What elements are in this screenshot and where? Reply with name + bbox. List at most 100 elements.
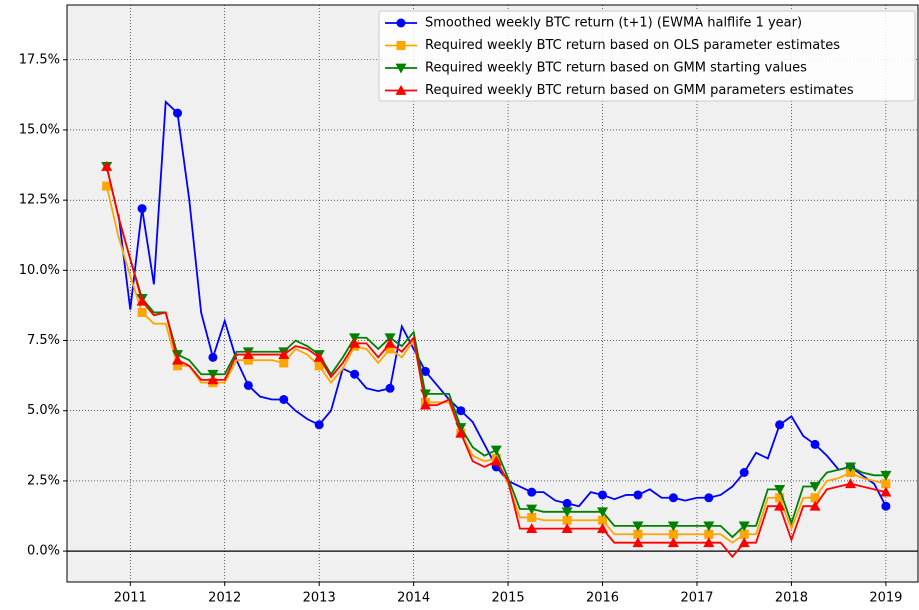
marker: [632, 537, 644, 548]
marker: [774, 484, 786, 495]
marker: [809, 500, 821, 511]
y-tick-label: 10.0%: [19, 263, 60, 278]
marker: [597, 507, 609, 518]
marker: [349, 337, 361, 348]
marker: [137, 204, 147, 214]
marker: [490, 455, 502, 466]
marker: [527, 487, 537, 497]
marker: [527, 512, 537, 522]
marker: [385, 383, 395, 393]
y-tick-label: 2.5%: [27, 473, 60, 488]
marker: [101, 160, 113, 171]
y-tick-label: 12.5%: [19, 193, 60, 208]
legend-box: [378, 10, 916, 102]
marker: [102, 181, 112, 191]
marker: [385, 344, 395, 354]
marker: [738, 537, 750, 548]
y-tick-label: 7.5%: [27, 333, 60, 348]
marker: [207, 374, 219, 385]
marker: [880, 470, 892, 481]
marker: [598, 515, 608, 525]
marker: [810, 493, 820, 503]
marker: [667, 521, 679, 532]
x-tick-label: 2015: [492, 591, 525, 606]
marker: [668, 529, 678, 539]
marker: [314, 420, 324, 430]
marker: [668, 493, 678, 503]
marker: [809, 482, 821, 493]
marker: [738, 521, 750, 532]
marker: [845, 467, 855, 477]
marker: [419, 399, 431, 410]
marker: [633, 529, 643, 539]
marker: [420, 366, 430, 376]
legend-marker: [396, 18, 406, 28]
marker: [704, 493, 714, 503]
marker: [243, 355, 253, 365]
marker: [810, 439, 820, 449]
marker: [456, 406, 466, 416]
marker: [313, 351, 325, 362]
legend-marker: [395, 85, 407, 95]
marker: [703, 537, 715, 548]
marker: [881, 501, 891, 511]
marker: [314, 361, 324, 371]
legend-label: Smoothed weekly BTC return (t+1) (EWMA h…: [425, 16, 802, 31]
marker: [739, 467, 749, 477]
marker: [242, 349, 254, 359]
series-line: [117, 99, 887, 508]
marker: [775, 493, 785, 503]
marker: [703, 521, 715, 532]
x-tick-label: 2017: [680, 591, 713, 606]
y-tick-label: 0.0%: [27, 544, 60, 559]
marker: [173, 108, 183, 118]
marker: [633, 490, 643, 500]
marker: [667, 537, 679, 548]
x-tick-label: 2016: [586, 591, 619, 606]
marker: [880, 486, 892, 497]
y-tick-label: 5.0%: [27, 403, 60, 418]
marker: [526, 523, 538, 534]
x-tick-label: 2011: [114, 591, 147, 606]
marker: [350, 369, 360, 379]
marker: [739, 529, 749, 539]
marker: [208, 352, 218, 362]
marker: [490, 445, 502, 456]
x-tick-label: 2019: [869, 591, 902, 606]
x-tick-label: 2014: [397, 591, 430, 606]
x-tick-label: 2018: [775, 591, 808, 606]
marker: [561, 507, 573, 518]
plot-frame: [66, 4, 919, 583]
marker: [172, 354, 184, 365]
y-tick-label: 17.5%: [19, 52, 60, 67]
marker: [597, 523, 609, 534]
marker: [774, 500, 786, 511]
marker: [173, 361, 183, 371]
marker: [279, 394, 289, 404]
marker: [632, 521, 644, 532]
marker: [526, 504, 538, 515]
marker: [136, 295, 148, 306]
marker: [704, 529, 714, 539]
marker: [243, 380, 253, 390]
legend-marker: [395, 63, 407, 74]
x-tick-label: 2013: [303, 591, 336, 606]
legend-label: Required weekly BTC return based on GMM …: [425, 83, 854, 98]
marker: [384, 337, 396, 348]
marker: [279, 358, 289, 368]
marker: [562, 498, 572, 508]
marker: [137, 307, 147, 317]
marker: [844, 478, 856, 489]
y-tick-label: 15.0%: [19, 122, 60, 137]
marker: [598, 490, 608, 500]
legend-marker: [396, 41, 406, 50]
marker: [881, 479, 891, 489]
marker: [561, 523, 573, 534]
x-tick-label: 2012: [208, 591, 241, 606]
marker: [775, 420, 785, 430]
legend-label: Required weekly BTC return based on OLS …: [425, 38, 840, 53]
marker: [455, 427, 467, 438]
legend-label: Required weekly BTC return based on GMM …: [425, 61, 807, 76]
marker: [278, 349, 290, 359]
